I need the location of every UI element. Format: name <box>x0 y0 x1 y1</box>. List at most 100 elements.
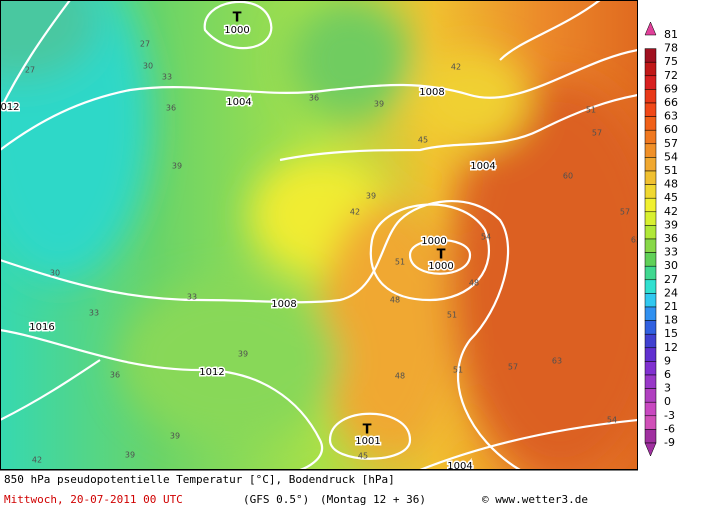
temperature-label: 48 <box>469 279 479 288</box>
colorbar-label: 6 <box>664 368 671 381</box>
colorbar-swatch <box>644 225 657 240</box>
colorbar-label: 27 <box>664 273 678 286</box>
colorbar-label: 63 <box>664 110 678 123</box>
colorbar-swatch <box>644 48 657 63</box>
colorbar-label: 12 <box>664 341 678 354</box>
isobar-label: 1012 <box>199 367 224 378</box>
colorbar-label: -9 <box>664 436 675 449</box>
temperature-label: 39 <box>170 432 180 441</box>
temperature-label: 54 <box>607 416 617 425</box>
colorbar-label: 45 <box>664 191 678 204</box>
isobar-label: 1008 <box>419 87 444 98</box>
temperature-label: 45 <box>418 136 428 145</box>
colorbar-swatch <box>644 75 657 90</box>
temperature-label: 51 <box>453 366 463 375</box>
colorbar-swatch <box>644 279 657 294</box>
colorbar-label: 39 <box>664 218 678 231</box>
colorbar-label: 9 <box>664 354 671 367</box>
temperature-label: 39 <box>172 162 182 171</box>
colorbar-label: -6 <box>664 422 675 435</box>
colorbar-swatch <box>644 347 657 362</box>
colorbar-label: 48 <box>664 178 678 191</box>
temperature-label: 39 <box>238 350 248 359</box>
temperature-label: 42 <box>350 208 360 217</box>
footer-credit: © www.wetter3.de <box>482 493 588 506</box>
isobar-label: 1016 <box>29 322 54 333</box>
temperature-label: 63 <box>631 236 641 245</box>
colorbar-label: 57 <box>664 137 678 150</box>
colorbar: 8178757269666360575451484542393633302724… <box>644 21 678 457</box>
isobar-label: 1000 <box>421 236 446 247</box>
map: TTT1000100410081004100010001008101210160… <box>0 0 641 472</box>
temperature-label: 33 <box>162 73 172 82</box>
isobar-label: 1004 <box>447 461 472 472</box>
isobar-label: 1008 <box>271 299 296 310</box>
isobar-label: 1000 <box>428 261 453 272</box>
isobar-label: 1001 <box>355 436 380 447</box>
temperature-label: 51 <box>395 258 405 267</box>
colorbar-swatch <box>644 157 657 172</box>
temperature-label: 30 <box>143 62 153 71</box>
temperature-label: 57 <box>620 208 630 217</box>
temperature-label: 39 <box>366 192 376 201</box>
colorbar-label: 18 <box>664 314 678 327</box>
footer-date: Mittwoch, 20-07-2011 00 UTC <box>4 493 183 506</box>
colorbar-label: 78 <box>664 42 678 55</box>
colorbar-swatch <box>644 265 657 281</box>
pressure-center: T <box>233 11 242 26</box>
colorbar-cap <box>644 442 657 457</box>
temperature-label: 30 <box>50 269 60 278</box>
map-labels: TTT1000100410081004100010001008101210160… <box>0 11 641 472</box>
temperature-label: 33 <box>89 309 99 318</box>
temperature-label: 36 <box>110 371 120 380</box>
colorbar-swatch <box>644 374 657 389</box>
colorbar-cap <box>644 21 657 36</box>
temperature-label: 36 <box>309 94 319 103</box>
colorbar-swatch <box>644 238 657 253</box>
colorbar-label: 36 <box>664 232 678 245</box>
pressure-center: T <box>363 423 372 438</box>
temperature-label: 57 <box>592 129 602 138</box>
temperature-label: 27 <box>140 40 150 49</box>
colorbar-label: -3 <box>664 409 675 422</box>
temperature-label: 33 <box>187 293 197 302</box>
temperature-label: 36 <box>166 104 176 113</box>
colorbar-swatch <box>644 252 657 267</box>
colorbar-label: 30 <box>664 259 678 272</box>
colorbar-swatch <box>644 170 657 185</box>
isobar-label: 1004 <box>470 161 495 172</box>
temperature-label: 45 <box>358 452 368 461</box>
colorbar-label: 51 <box>664 164 678 177</box>
colorbar-label: 21 <box>664 300 678 313</box>
colorbar-swatch <box>644 102 657 117</box>
colorbar-swatch <box>644 306 657 321</box>
colorbar-swatch <box>644 143 657 158</box>
colorbar-label: 72 <box>664 69 678 82</box>
colorbar-swatch <box>644 401 657 417</box>
colorbar-label: 3 <box>664 382 671 395</box>
footer-model: (GFS 0.5°) <box>243 493 309 506</box>
colorbar-swatch <box>644 361 657 376</box>
temperature-label: 42 <box>451 63 461 72</box>
footer-run: (Montag 12 + 36) <box>320 493 426 506</box>
colorbar-label: 69 <box>664 82 678 95</box>
colorbar-label: 0 <box>664 395 671 408</box>
colorbar-swatch <box>644 415 657 430</box>
temperature-label: 57 <box>508 363 518 372</box>
isobar-label: 1000 <box>224 25 249 36</box>
isobar-label: 1004 <box>226 97 251 108</box>
footer-title: 850 hPa pseudopotentielle Temperatur [°C… <box>4 473 395 486</box>
colorbar-label: 75 <box>664 55 678 68</box>
colorbar-label: 60 <box>664 123 678 136</box>
colorbar-swatch <box>644 388 657 403</box>
colorbar-label: 54 <box>664 150 678 163</box>
temperature-label: 63 <box>552 357 562 366</box>
colorbar-label: 66 <box>664 96 678 109</box>
temperature-label: 27 <box>25 66 35 75</box>
colorbar-swatch <box>644 89 657 104</box>
temperature-label: 51 <box>586 106 596 115</box>
colorbar-label: 15 <box>664 327 678 340</box>
temperature-label: 60 <box>563 172 573 181</box>
colorbar-label: 81 <box>664 28 678 41</box>
